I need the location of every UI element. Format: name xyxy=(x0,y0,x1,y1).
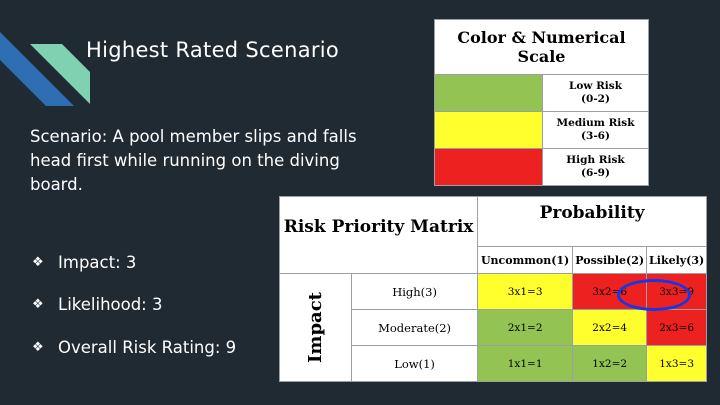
matrix-cell: 1x1=1 xyxy=(477,345,574,382)
scale-range-text: (3-6) xyxy=(581,130,610,142)
color-scale-table: Color & Numerical Scale Low Risk (0-2) M… xyxy=(434,19,649,186)
scale-header: Color & Numerical Scale xyxy=(434,19,649,75)
corner-stripes xyxy=(0,32,90,106)
scale-range-text: (6-9) xyxy=(581,167,610,179)
column-header: Possible(2) xyxy=(572,246,648,274)
scale-label-low: Low Risk (0-2) xyxy=(542,74,649,112)
matrix-cell: 2x3=6 xyxy=(646,309,707,346)
bullet-likelihood: ❖ Likelihood: 3 xyxy=(32,295,163,314)
scale-swatch-low xyxy=(434,74,543,112)
matrix-cell: 3x3=9 xyxy=(646,273,707,310)
scale-swatch-medium xyxy=(434,111,543,149)
bullet-overall-rating: ❖ Overall Risk Rating: 9 xyxy=(32,338,236,357)
bullet-impact: ❖ Impact: 3 xyxy=(32,253,136,272)
scale-label-medium: Medium Risk (3-6) xyxy=(542,111,649,149)
matrix-cell: 1x2=2 xyxy=(572,345,648,382)
impact-label: Impact xyxy=(279,273,352,382)
column-header: Likely(3) xyxy=(646,246,707,274)
matrix-cell: 2x2=4 xyxy=(572,309,648,346)
matrix-title: Risk Priority Matrix xyxy=(278,196,479,274)
matrix-cell: 1x3=3 xyxy=(646,345,707,382)
matrix-cell: 3x2=6 xyxy=(572,273,648,310)
scale-label-high: High Risk (6-9) xyxy=(542,148,649,186)
diamond-bullet-icon: ❖ xyxy=(32,297,44,312)
bullet-text: Likelihood: 3 xyxy=(58,295,163,314)
row-header: Low(1) xyxy=(350,345,479,382)
row-header: High(3) xyxy=(350,273,479,310)
diamond-bullet-icon: ❖ xyxy=(32,340,44,355)
bullet-text: Overall Risk Rating: 9 xyxy=(58,338,237,357)
diamond-bullet-icon: ❖ xyxy=(32,255,44,270)
column-header: Uncommon(1) xyxy=(477,246,574,274)
matrix-cell: 2x1=2 xyxy=(477,309,574,346)
scale-swatch-high xyxy=(434,148,543,186)
matrix-cell: 3x1=3 xyxy=(477,273,574,310)
slide-title: Highest Rated Scenario xyxy=(86,38,340,62)
scale-label-text: High Risk xyxy=(566,154,625,166)
scenario-text: Scenario: A pool member slips and falls … xyxy=(30,127,357,194)
bullet-text: Impact: 3 xyxy=(58,253,137,272)
scale-range-text: (0-2) xyxy=(581,93,610,105)
scale-label-text: Low Risk xyxy=(569,80,622,92)
risk-priority-matrix: Risk Priority Matrix Probability Uncommo… xyxy=(278,196,707,382)
impact-label-text: Impact xyxy=(305,292,326,363)
probability-label: Probability xyxy=(477,196,707,247)
scale-label-text: Medium Risk xyxy=(556,117,635,129)
row-header: Moderate(2) xyxy=(350,309,479,346)
